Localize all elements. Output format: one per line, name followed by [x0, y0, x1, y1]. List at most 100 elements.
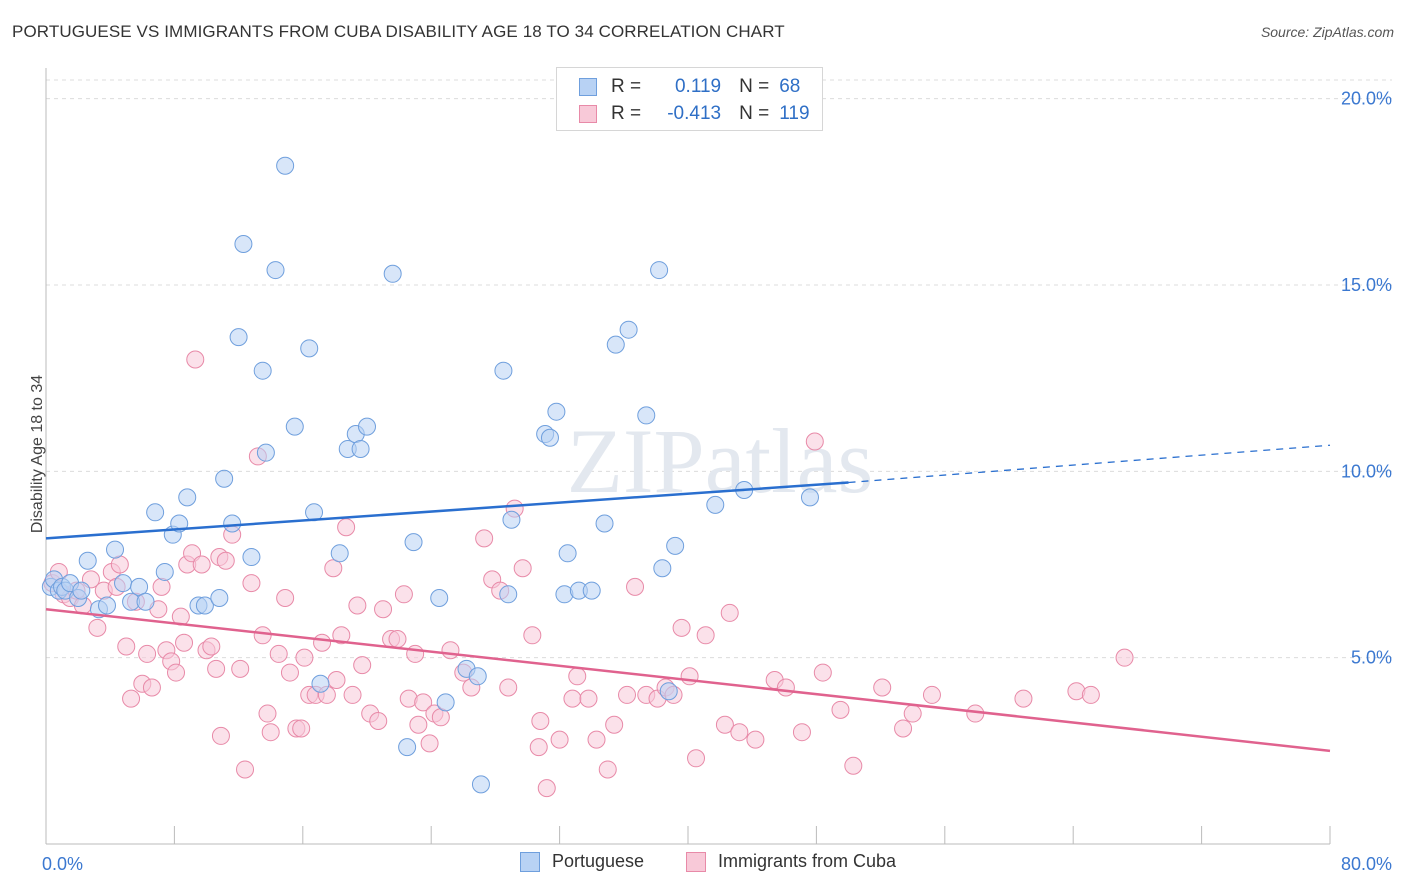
n-label: N =: [739, 103, 770, 124]
cuba-point: [236, 760, 255, 779]
cuba-point: [186, 350, 205, 369]
portuguese-trend-line: [45, 481, 849, 540]
y-tick-label: 10.0%: [1341, 461, 1392, 481]
cuba-point: [327, 671, 346, 690]
portuguese-point: [285, 417, 304, 436]
portuguese-point: [436, 693, 455, 712]
portuguese-point: [666, 536, 685, 555]
cuba-point: [626, 577, 645, 596]
portuguese-point: [494, 361, 513, 380]
portuguese-point: [234, 234, 253, 253]
cuba-point: [406, 644, 425, 663]
portuguese-point: [637, 406, 656, 425]
portuguese-point: [229, 328, 248, 347]
portuguese-point: [178, 488, 197, 507]
portuguese-point: [311, 674, 330, 693]
x-tick-label: 80.0%: [1341, 854, 1392, 874]
portuguese-point: [106, 540, 125, 559]
n-value: 68: [779, 76, 801, 97]
cuba-point: [276, 589, 295, 608]
series-legend: Portuguese Immigrants from Cuba: [0, 851, 1406, 879]
portuguese-point: [540, 428, 559, 447]
portuguese-point: [351, 439, 370, 458]
cuba-point: [1014, 689, 1033, 708]
cuba-point: [313, 633, 332, 652]
legend-row-portuguese: R = 0.119 N = 68: [579, 73, 800, 101]
cuba-point: [258, 704, 277, 723]
cuba-trend-line: [45, 607, 1331, 753]
cuba-point: [280, 663, 299, 682]
portuguese-point: [502, 510, 521, 529]
cuba-point: [122, 689, 141, 708]
portuguese-point: [266, 261, 285, 280]
portuguese-point: [404, 533, 423, 552]
axes: [45, 68, 1331, 845]
cuba-point: [537, 779, 556, 798]
portuguese-point: [800, 488, 819, 507]
portuguese-point: [155, 562, 174, 581]
portuguese-point: [300, 339, 319, 358]
portuguese-point: [547, 402, 566, 421]
portuguese-point: [130, 577, 149, 596]
cuba-point: [805, 432, 824, 451]
portuguese-point: [146, 503, 165, 522]
portuguese-point: [330, 544, 349, 563]
cuba-point: [207, 659, 226, 678]
portuguese-point: [210, 589, 229, 608]
blue-swatch-icon: [579, 78, 597, 96]
cuba-point: [192, 555, 211, 574]
cuba-point: [295, 648, 314, 667]
portuguese-point: [430, 589, 449, 608]
cuba-point: [337, 518, 356, 537]
portuguese-point: [114, 574, 133, 593]
x-tick-labels: 0.0% 80.0%: [42, 854, 1392, 874]
cuba-point: [563, 689, 582, 708]
n-label: N =: [739, 76, 770, 97]
n-value: 119: [779, 103, 810, 124]
correlation-legend: R = 0.119 N = 68 R = -0.413 N = 119: [556, 67, 823, 131]
cuba-point: [776, 678, 795, 697]
cuba-point: [715, 715, 734, 734]
r-value: -0.413: [667, 103, 722, 124]
cuba-point: [216, 551, 235, 570]
grid-lines: [46, 79, 1392, 659]
portuguese-point: [558, 544, 577, 563]
portuguese-point: [582, 581, 601, 600]
portuguese-point: [72, 581, 91, 600]
cuba-point: [475, 529, 494, 548]
portuguese-point: [383, 264, 402, 283]
cuba-point: [550, 730, 569, 749]
legend-row-cuba: R = -0.413 N = 119: [579, 100, 810, 128]
blue-swatch-icon: [520, 851, 540, 872]
cuba-point: [499, 678, 518, 697]
portuguese-point: [398, 738, 417, 757]
portuguese-point: [606, 335, 625, 354]
cuba-point: [409, 715, 428, 734]
cuba-point: [746, 730, 765, 749]
cuba-point: [420, 734, 439, 753]
cuba-point: [1081, 685, 1100, 704]
portuguese-point: [78, 551, 97, 570]
cuba-point: [680, 667, 699, 686]
legend-label: Portuguese: [552, 851, 645, 871]
cuba-point: [579, 689, 598, 708]
cuba-point: [922, 685, 941, 704]
cuba-point: [414, 693, 433, 712]
cuba-point: [844, 756, 863, 775]
y-tick-label: 15.0%: [1341, 275, 1392, 295]
cuba-point: [374, 600, 393, 619]
r-label: R =: [611, 76, 642, 97]
cuba-point: [513, 559, 532, 578]
y-tick-label: 5.0%: [1351, 648, 1392, 668]
legend-label: Immigrants from Cuba: [718, 851, 897, 871]
pink-swatch-icon: [579, 105, 597, 123]
cuba-point: [1115, 648, 1134, 667]
pink-swatch-icon: [686, 851, 706, 872]
cuba-point: [253, 626, 272, 645]
cuba-point: [441, 641, 460, 660]
portuguese-point: [471, 775, 490, 794]
cuba-point: [813, 663, 832, 682]
cuba-point: [175, 633, 194, 652]
portuguese-point: [653, 559, 672, 578]
